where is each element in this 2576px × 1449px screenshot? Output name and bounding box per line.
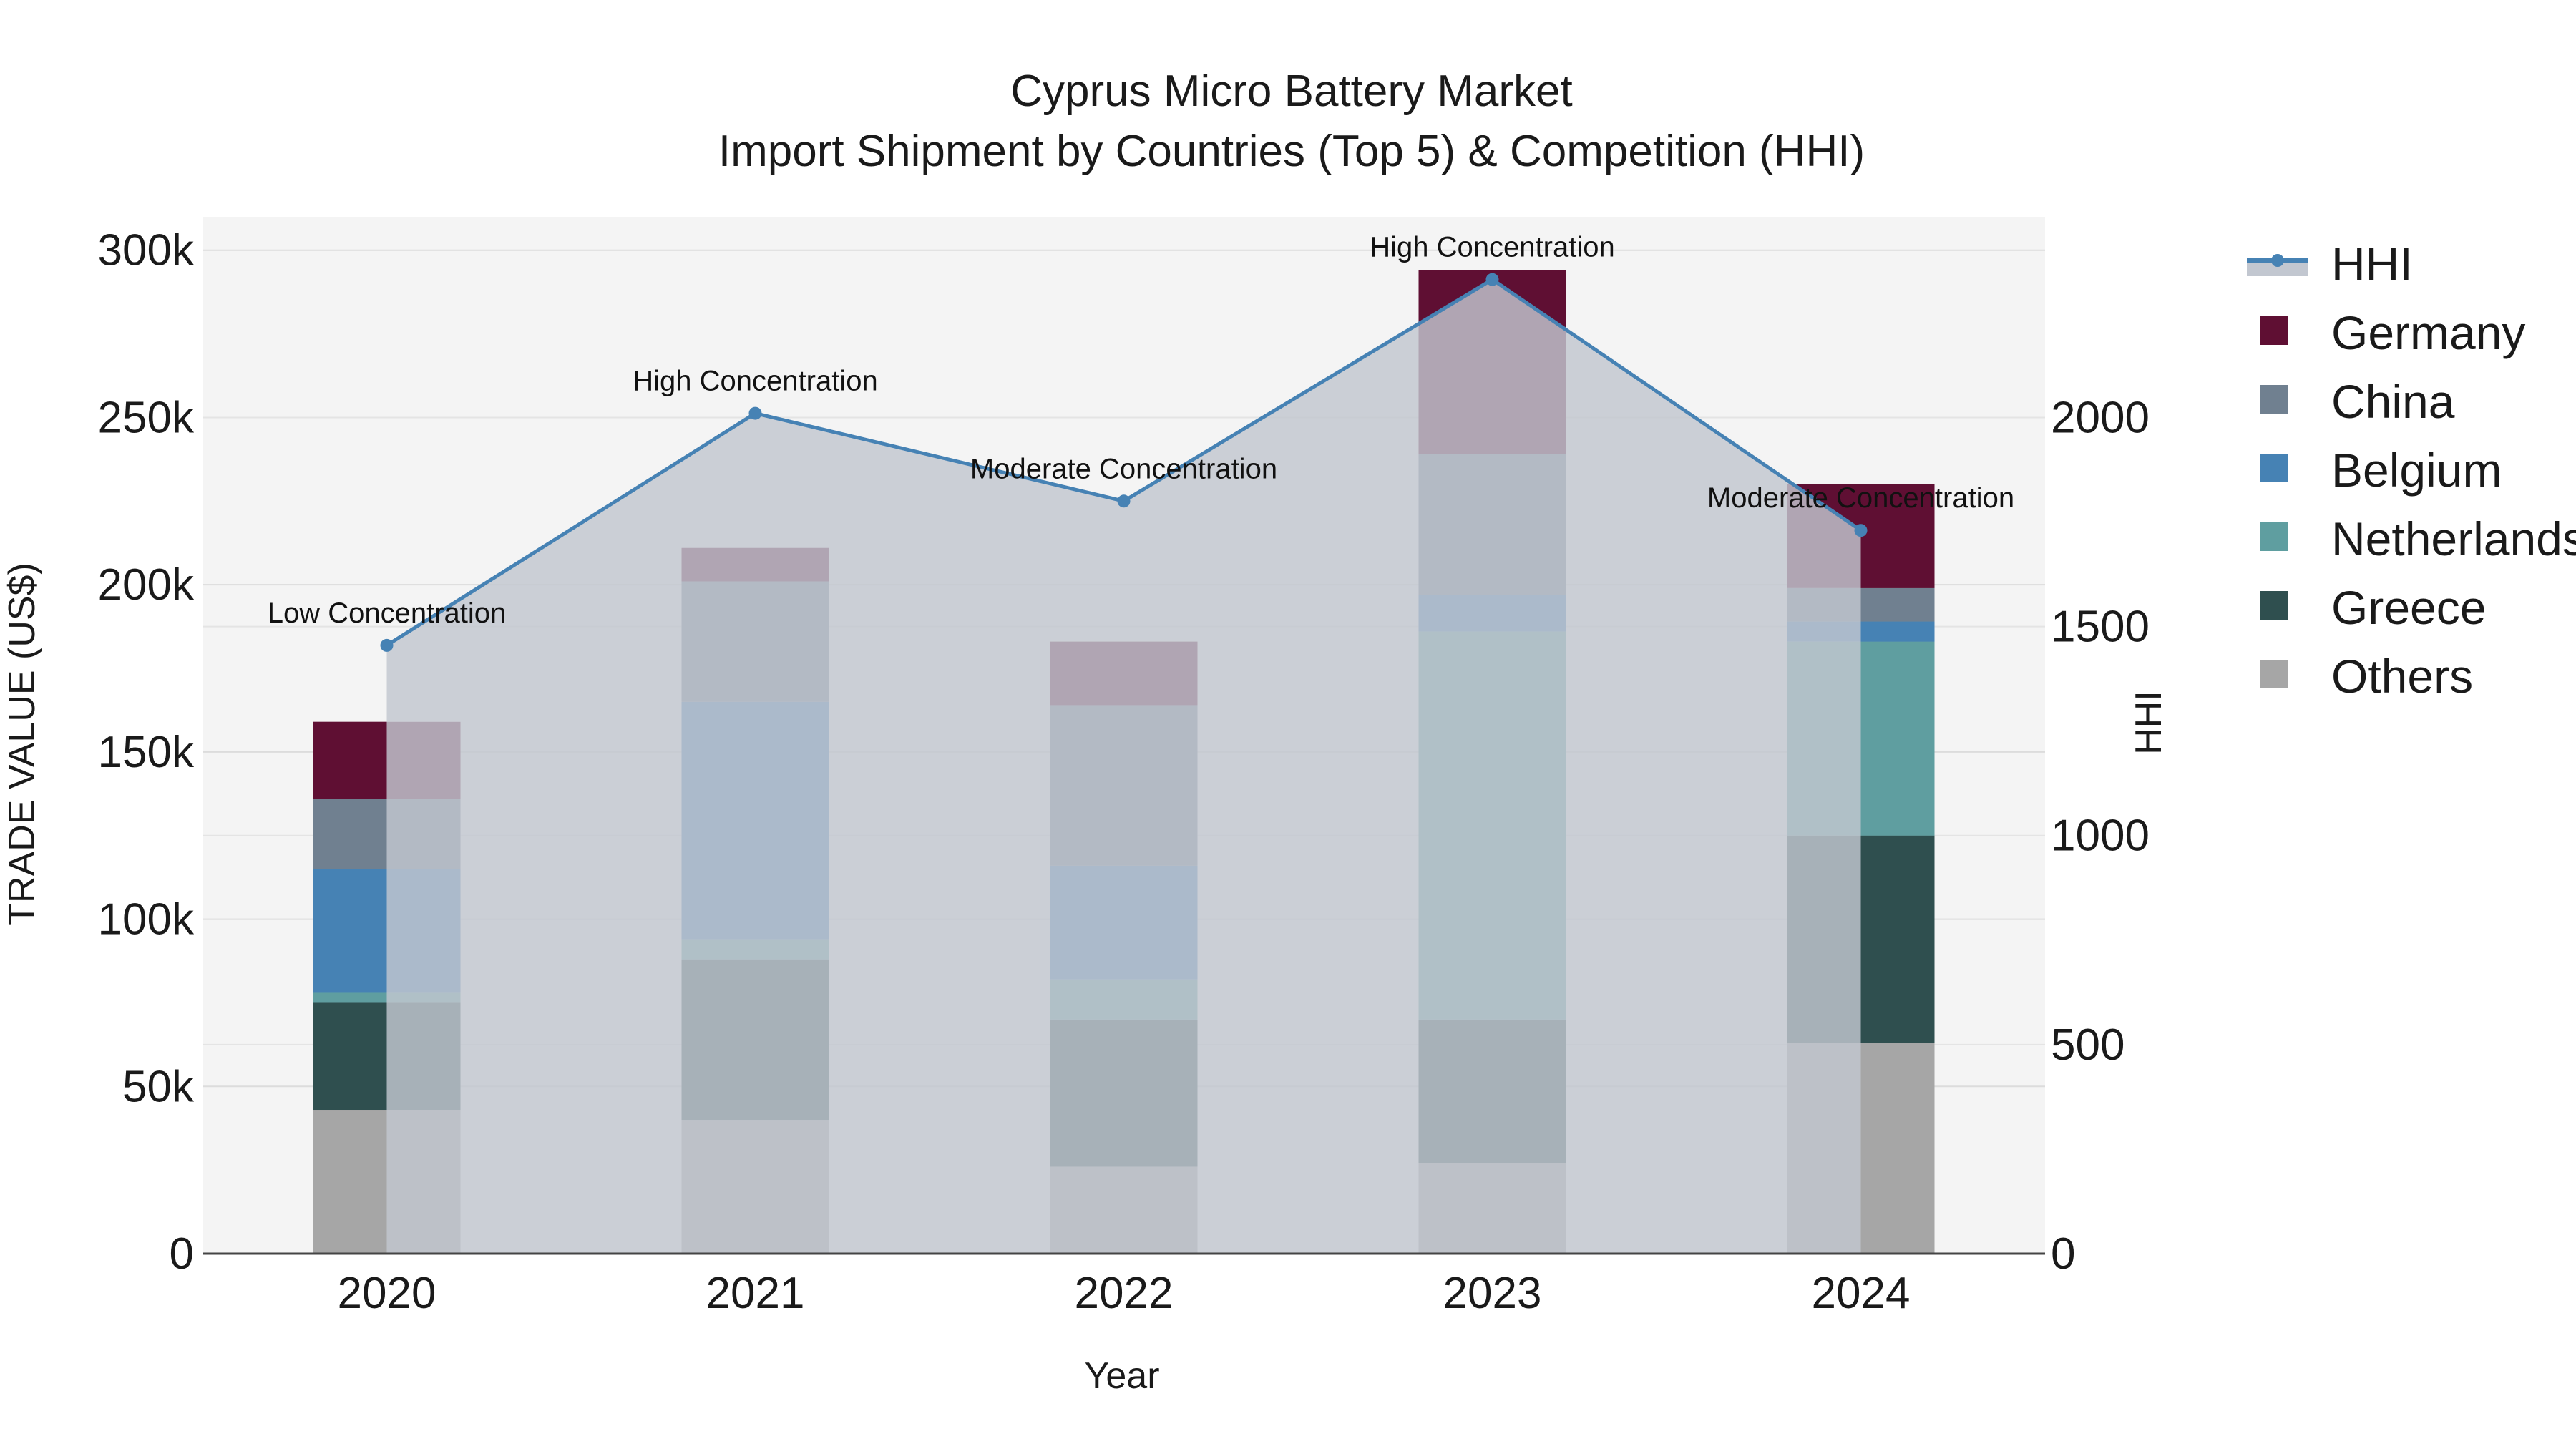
legend-swatch-icon: [2260, 522, 2288, 551]
hhi-annotation-2024: Moderate Concentration: [1707, 482, 2014, 514]
legend-item-china[interactable]: China: [2260, 375, 2455, 428]
hhi-point-2022: [1117, 494, 1131, 508]
legend-label: Germany: [2331, 306, 2525, 359]
bar-germany-2020-outer: [313, 721, 387, 799]
x-axis-title: Year: [1084, 1355, 1159, 1397]
legend-label: Netherlands: [2331, 512, 2576, 565]
y2-tick-label: 2000: [2051, 393, 2150, 442]
legend-swatch-icon: [2260, 316, 2288, 345]
legend-swatch-icon: [2260, 454, 2288, 482]
y-tick-label: 250k: [98, 393, 195, 442]
hhi-annotation-2020: Low Concentration: [268, 597, 507, 629]
y-axis-title: TRADE VALUE (US$): [1, 562, 43, 926]
x-tick-label: 2024: [1812, 1269, 1911, 1318]
bar-china-2020-outer: [313, 799, 387, 869]
bar-netherlands-2024-outer: [1860, 641, 1935, 836]
hhi-legend-marker-icon: [2271, 254, 2284, 267]
bar-belgium-2020-outer: [313, 869, 387, 993]
y-tick-label: 0: [170, 1229, 194, 1279]
bar-belgium-2024-outer: [1860, 621, 1935, 642]
y2-axis-title: HHI: [2128, 691, 2170, 755]
legend-swatch-icon: [2260, 591, 2288, 620]
hhi-annotation-2021: High Concentration: [633, 366, 877, 397]
x-tick-label: 2023: [1443, 1269, 1542, 1318]
bar-others-2020-outer: [313, 1110, 387, 1254]
y2-tick-label: 1000: [2051, 811, 2150, 861]
y2-tick-label: 1500: [2051, 602, 2150, 652]
legend-item-netherlands[interactable]: Netherlands: [2260, 512, 2576, 565]
axes: 0 50k 100k 150k 200k 250k 300k 0 500 1000 1500 2000…: [98, 226, 2150, 1318]
legend-label: HHI: [2331, 238, 2413, 291]
chart-subtitle: Import Shipment by Countries (Top 5) & C…: [718, 127, 1865, 176]
y-tick-label: 100k: [98, 895, 195, 945]
y-tick-label: 150k: [98, 728, 195, 777]
bar-germany-2024-outer: [1860, 484, 1935, 588]
hhi-annotation-2023: High Concentration: [1370, 232, 1614, 263]
bar-netherlands-2020-outer: [313, 992, 387, 1003]
legend-label: Belgium: [2331, 444, 2502, 497]
legend[interactable]: HHI Germany China Belgium Netherlands Greece O…: [2247, 238, 2576, 703]
y-tick-label: 300k: [98, 226, 195, 275]
legend-swatch-icon: [2260, 385, 2288, 414]
hhi-point-2021: [748, 406, 762, 420]
x-tick-label: 2021: [706, 1269, 805, 1318]
legend-label: Others: [2331, 650, 2473, 703]
y2-tick-label: 500: [2051, 1020, 2124, 1070]
bar-greece-2024-outer: [1860, 835, 1935, 1043]
chart-title: Cyprus Micro Battery Market: [1010, 67, 1573, 116]
legend-item-hhi[interactable]: HHI: [2247, 238, 2413, 291]
bar-greece-2020-outer: [313, 1002, 387, 1111]
y-tick-label: 200k: [98, 560, 195, 610]
y2-tick-label: 0: [2051, 1229, 2075, 1279]
hhi-legend-area-icon: [2247, 260, 2308, 276]
legend-item-belgium[interactable]: Belgium: [2260, 444, 2502, 497]
legend-label: China: [2331, 375, 2455, 428]
legend-item-others[interactable]: Others: [2260, 650, 2473, 703]
bar-china-2024-outer: [1860, 587, 1935, 622]
hhi-annotation-2022: Moderate Concentration: [970, 453, 1277, 484]
legend-item-germany[interactable]: Germany: [2260, 306, 2525, 359]
y-tick-label: 50k: [122, 1062, 195, 1111]
hhi-series: Low Concentration High Concentration Moder…: [268, 232, 2014, 1254]
x-tick-label: 2022: [1075, 1269, 1174, 1318]
hhi-point-2024: [1854, 524, 1868, 537]
bar-others-2024-outer: [1860, 1043, 1935, 1254]
x-tick-label: 2020: [338, 1269, 436, 1318]
hhi-area: [386, 279, 1861, 1254]
legend-swatch-icon: [2260, 660, 2288, 688]
hhi-point-2020: [380, 638, 394, 652]
hhi-point-2023: [1485, 273, 1499, 286]
legend-label: Greece: [2331, 581, 2486, 634]
legend-item-greece[interactable]: Greece: [2260, 581, 2486, 634]
